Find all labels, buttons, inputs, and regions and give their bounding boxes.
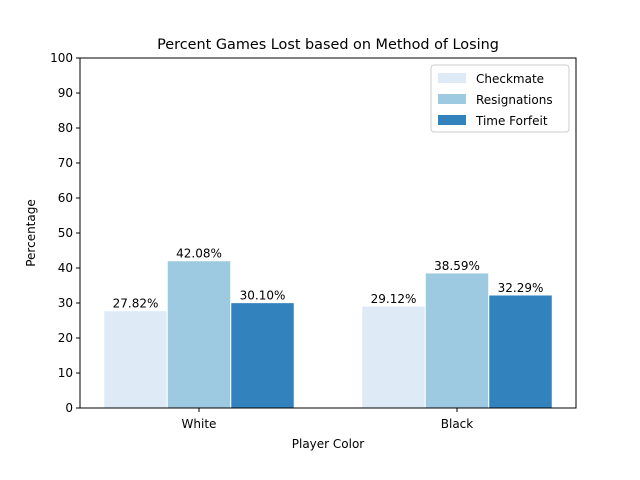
- plot-frame: [79, 57, 577, 409]
- bar-value-label: 42.08%: [176, 247, 222, 261]
- x-axis: White Black: [182, 408, 474, 431]
- bar-resignations-black: [424, 272, 490, 409]
- y-tick-label: 90: [58, 86, 73, 100]
- y-axis: 0 10 20 30 40 50 60 70 80 90 100: [50, 51, 80, 415]
- y-tick-label: 40: [58, 261, 73, 275]
- chart-title: Percent Games Lost based on Method of Lo…: [157, 37, 499, 53]
- x-tick-label: Black: [441, 417, 474, 431]
- x-tick-label: White: [182, 417, 217, 431]
- legend: Checkmate Resignations Time Forfeit: [430, 64, 570, 133]
- bar-value-label: 38.59%: [434, 259, 480, 273]
- bar-value-label: 27.82%: [113, 297, 159, 311]
- bar-value-label: 30.10%: [240, 289, 286, 303]
- y-tick-label: 60: [58, 191, 73, 205]
- legend-swatch: [438, 115, 466, 125]
- y-tick-label: 20: [58, 331, 73, 345]
- legend-label: Checkmate: [476, 72, 544, 86]
- y-axis-label: Percentage: [24, 199, 38, 267]
- y-tick-label: 50: [58, 226, 73, 240]
- x-axis-label: Player Color: [292, 437, 365, 451]
- bar-resignations-white: [166, 260, 232, 409]
- bar-time-forfeit-black: [488, 294, 553, 409]
- legend-swatch: [438, 94, 466, 104]
- y-tick-label: 10: [58, 366, 73, 380]
- bar-checkmate-black: [361, 305, 426, 409]
- bar-value-label: 32.29%: [498, 281, 544, 295]
- y-tick-label: 0: [65, 401, 73, 415]
- legend-swatch: [438, 73, 466, 83]
- y-tick-label: 30: [58, 296, 73, 310]
- legend-label: Resignations: [476, 93, 553, 107]
- legend-label: Time Forfeit: [475, 114, 548, 128]
- plot-area: 27.82% 42.08% 30.10% 29.12% 38.59% 32.29%: [103, 247, 553, 409]
- y-tick-label: 70: [58, 156, 73, 170]
- y-tick-label: 100: [50, 51, 73, 65]
- bar-checkmate-white: [103, 310, 168, 409]
- bar-time-forfeit-white: [230, 302, 295, 409]
- y-tick-label: 80: [58, 121, 73, 135]
- bar-value-label: 29.12%: [371, 292, 417, 306]
